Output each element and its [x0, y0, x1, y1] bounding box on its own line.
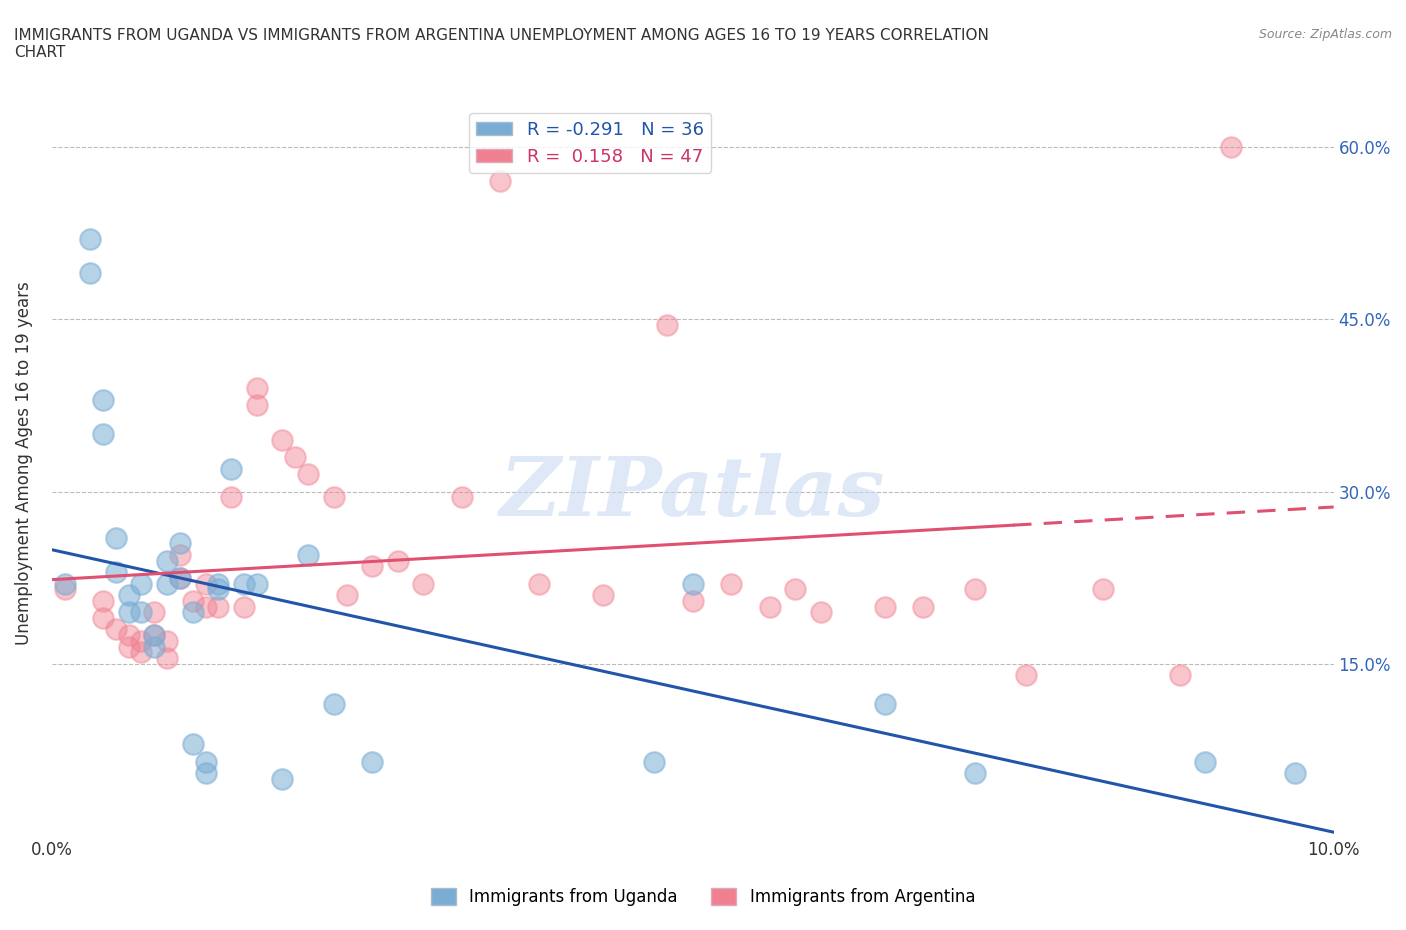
Point	[361, 559, 384, 574]
Point	[219, 490, 242, 505]
Point	[963, 582, 986, 597]
Point	[53, 582, 76, 597]
Point	[322, 490, 344, 505]
Point	[104, 622, 127, 637]
Point	[527, 576, 550, 591]
Point	[246, 576, 269, 591]
Point	[233, 576, 256, 591]
Point	[682, 593, 704, 608]
Point	[655, 317, 678, 332]
Point	[297, 548, 319, 563]
Point	[143, 604, 166, 619]
Point	[682, 576, 704, 591]
Legend: Immigrants from Uganda, Immigrants from Argentina: Immigrants from Uganda, Immigrants from …	[425, 881, 981, 912]
Point	[322, 697, 344, 711]
Point	[963, 765, 986, 780]
Point	[246, 380, 269, 395]
Point	[643, 754, 665, 769]
Point	[194, 576, 217, 591]
Point	[810, 604, 832, 619]
Point	[91, 593, 114, 608]
Point	[233, 599, 256, 614]
Point	[79, 232, 101, 246]
Point	[336, 588, 359, 603]
Point	[219, 461, 242, 476]
Point	[451, 490, 474, 505]
Point	[207, 576, 229, 591]
Point	[131, 633, 153, 648]
Point	[131, 604, 153, 619]
Point	[143, 639, 166, 654]
Point	[489, 174, 512, 189]
Point	[156, 553, 179, 568]
Point	[207, 599, 229, 614]
Point	[169, 536, 191, 551]
Point	[1168, 668, 1191, 683]
Point	[785, 582, 807, 597]
Point	[181, 737, 204, 751]
Point	[207, 582, 229, 597]
Point	[194, 765, 217, 780]
Point	[592, 588, 614, 603]
Point	[131, 645, 153, 660]
Text: ZIPatlas: ZIPatlas	[501, 453, 886, 533]
Point	[194, 599, 217, 614]
Point	[169, 548, 191, 563]
Point	[131, 576, 153, 591]
Point	[156, 576, 179, 591]
Y-axis label: Unemployment Among Ages 16 to 19 years: Unemployment Among Ages 16 to 19 years	[15, 281, 32, 644]
Point	[1091, 582, 1114, 597]
Text: Source: ZipAtlas.com: Source: ZipAtlas.com	[1258, 28, 1392, 41]
Point	[1284, 765, 1306, 780]
Point	[912, 599, 935, 614]
Point	[91, 392, 114, 407]
Point	[118, 588, 141, 603]
Point	[118, 604, 141, 619]
Point	[181, 604, 204, 619]
Text: IMMIGRANTS FROM UGANDA VS IMMIGRANTS FROM ARGENTINA UNEMPLOYMENT AMONG AGES 16 T: IMMIGRANTS FROM UGANDA VS IMMIGRANTS FRO…	[14, 28, 988, 60]
Point	[1220, 140, 1243, 154]
Point	[53, 576, 76, 591]
Point	[181, 593, 204, 608]
Point	[143, 628, 166, 643]
Point	[194, 754, 217, 769]
Point	[104, 565, 127, 579]
Point	[271, 772, 294, 787]
Point	[297, 467, 319, 482]
Point	[873, 599, 896, 614]
Point	[118, 639, 141, 654]
Point	[873, 697, 896, 711]
Point	[156, 633, 179, 648]
Point	[91, 611, 114, 626]
Point	[720, 576, 742, 591]
Point	[169, 570, 191, 585]
Point	[271, 432, 294, 447]
Point	[156, 651, 179, 666]
Point	[758, 599, 780, 614]
Legend: R = -0.291   N = 36, R =  0.158   N = 47: R = -0.291 N = 36, R = 0.158 N = 47	[470, 113, 711, 173]
Point	[169, 570, 191, 585]
Point	[118, 628, 141, 643]
Point	[91, 427, 114, 442]
Point	[412, 576, 434, 591]
Point	[246, 398, 269, 413]
Point	[143, 628, 166, 643]
Point	[284, 450, 307, 465]
Point	[104, 530, 127, 545]
Point	[79, 266, 101, 281]
Point	[361, 754, 384, 769]
Point	[1194, 754, 1216, 769]
Point	[1015, 668, 1038, 683]
Point	[387, 553, 409, 568]
